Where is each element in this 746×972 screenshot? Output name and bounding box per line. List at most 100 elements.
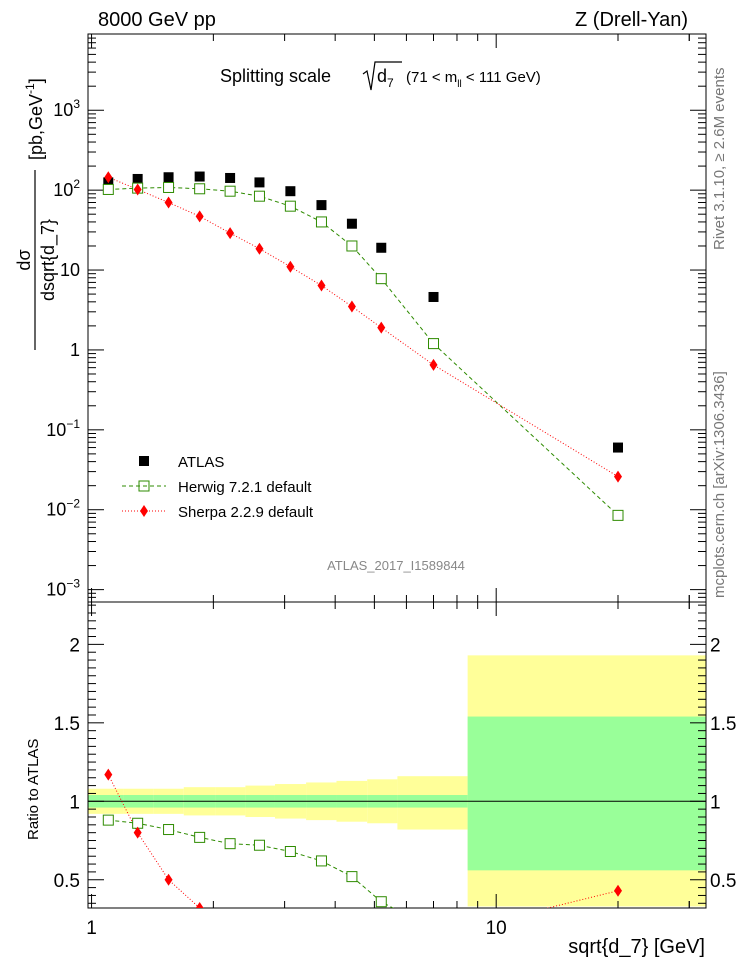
ratio-point-herwig [102,814,114,826]
main-point-herwig [253,190,265,202]
main-point-sherpa [377,321,386,334]
plot-title-main: Splitting scale [220,66,331,86]
plot-title-cut-pre: (71 < m [406,69,457,86]
main-point-herwig [346,240,358,252]
y-label-numerator: dσ [14,249,34,270]
ratio-series-markers [102,768,622,950]
main-point-atlas [194,171,205,182]
analysis-tag: ATLAS_2017_I1589844 [327,558,465,573]
main-point-atlas [163,172,174,183]
main-point-sherpa [164,196,173,209]
axis-ticks [88,33,706,908]
x-axis-label: sqrt{d_7} [GeV] [568,936,705,958]
y-axis-label-ratio: Ratio to ATLAS [25,739,42,840]
x-tick-label: 1 [86,918,97,939]
main-line-herwig [108,186,619,516]
ratio-point-sherpa [317,937,325,949]
ratio-point-herwig [194,831,206,843]
ratio-point-herwig [284,846,296,858]
ratio-point-herwig [429,925,439,935]
y-tick-label-ratio-right: 0.5 [710,871,736,892]
y-axis-label-main: dσ dsqrt{d_7} [pb,GeV-1] [14,78,59,350]
main-point-atlas [132,173,143,184]
main-point-atlas [285,186,296,197]
y-label-unit-sup: -1 [23,83,37,94]
main-point-sherpa [429,358,438,371]
y-tick-label-main: 10−2 [46,497,80,520]
y-label-unit-end: ] [26,78,46,83]
legend-label-herwig: Herwig 7.2.1 default [178,479,312,496]
main-point-atlas [316,200,327,211]
y-tick-label-main: 10−1 [46,417,80,440]
ratio-point-sherpa [104,768,113,781]
ratio-point-herwig [315,855,327,867]
plot-title-cut-sub: ll [457,79,461,90]
y-tick-label-main: 10−3 [46,577,80,600]
main-point-herwig [612,509,624,521]
legend-label-atlas: ATLAS [178,454,224,471]
main-point-sherpa [317,279,326,292]
ratio-line-herwig [108,819,394,908]
y-label-denominator: dsqrt{d_7} [38,219,59,301]
ratio-point-sherpa [348,938,356,950]
sqrt-sign-icon [362,61,402,91]
y-tick-label-main: 1 [70,340,80,360]
legend-marker-herwig [138,480,150,492]
plot-title-var-sub: 7 [387,76,394,90]
ratio-line-sherpa [107,774,619,908]
ratio-point-sherpa [195,902,204,908]
main-point-atlas [254,177,265,188]
header-right: Z (Drell-Yan) [575,9,688,31]
ratio-point-herwig [375,896,387,908]
ratio-point-herwig [224,838,236,850]
main-point-sherpa [255,242,264,255]
main-point-herwig [284,200,296,212]
y-tick-label-ratio-left: 0.5 [54,871,80,892]
x-tick-label: 10 [486,918,507,939]
y-tick-label-ratio-left: 1 [69,792,80,813]
ratio-point-sherpa [377,937,385,949]
ratio-point-herwig [253,839,265,851]
legend: ATLAS Herwig 7.2.1 default Sherpa 2.2.9 … [122,454,314,521]
rivet-label: Rivet 3.1.10, ≥ 2.6M events [711,68,728,251]
ratio-point-sherpa [133,826,142,839]
y-tick-label-ratio-left: 1.5 [54,714,80,735]
main-point-sherpa [286,260,295,273]
main-point-atlas [225,172,236,183]
main-point-atlas [346,218,357,229]
y-label-unit: [pb,GeV [26,94,46,160]
main-point-atlas [612,442,623,453]
plot-title-var: d [377,66,387,86]
main-point-herwig [194,183,206,195]
y-tick-label-main: 10 [60,260,80,280]
main-series-lines [108,176,619,516]
main-point-sherpa [226,227,235,240]
ratio-point-sherpa [255,929,263,941]
ratio-plot-frame [87,601,707,909]
main-point-atlas [428,291,439,302]
y-tick-label-main: 103 [53,97,80,120]
plot-title-cut-post: < 111 GeV) [462,69,541,86]
mcplots-label: mcplots.cern.ch [arXiv:1306.3436] [711,371,728,598]
main-point-herwig [375,273,387,285]
main-point-herwig [224,185,236,197]
ratio-point-sherpa [226,921,234,933]
main-point-herwig [428,338,440,350]
main-point-sherpa [347,300,356,313]
main-point-sherpa [613,470,622,483]
main-point-herwig [315,216,327,228]
header-left: 8000 GeV pp [98,9,216,31]
ratio-point-sherpa [430,930,438,942]
main-line-sherpa [108,176,619,477]
plot-title: Splitting scale d7 (71 < mll < 111 GeV) [220,61,541,91]
axis-tick-labels: 10−3 10−2 10−1 1 10 102 103 0.5 0.5 1 1 1.5 1.5 2 2 1 10 [46,97,736,939]
main-point-sherpa [104,171,113,184]
main-series-markers [102,171,624,521]
ratio-point-sherpa [613,884,622,897]
main-point-herwig [163,181,175,193]
ratio-series-lines [107,774,619,908]
ratio-uncertainty-bands [88,655,706,907]
main-point-herwig [102,183,114,195]
y-tick-label-ratio-left: 2 [69,635,80,656]
